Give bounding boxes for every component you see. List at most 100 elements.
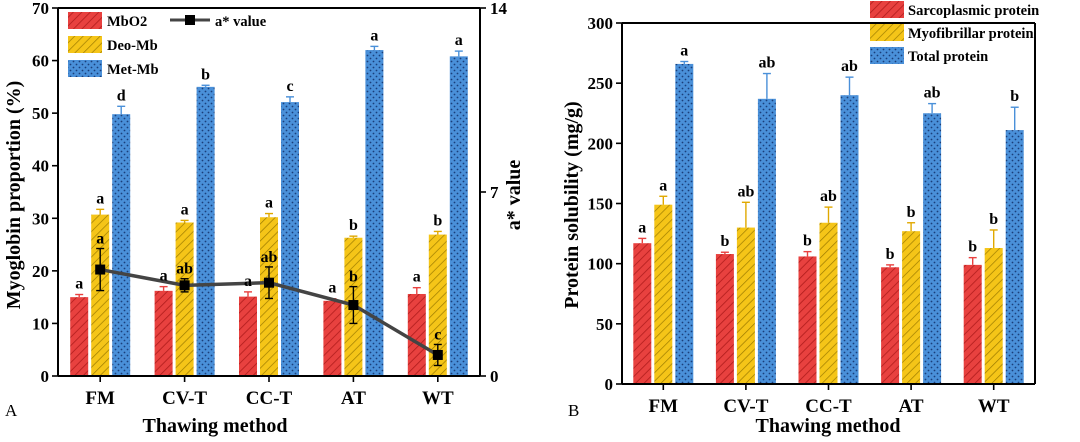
panel-b-legend: Sarcoplasmic protein Myofibrillar protei… (870, 1, 1039, 65)
b-sig-letter-1-3: b (907, 204, 916, 221)
a-sig-letter-2-1: b (201, 66, 210, 83)
b-sig-letter-2-1: ab (758, 55, 775, 72)
legend-label-mbo2: MbO2 (107, 14, 147, 30)
b-sig-letter-2-2: ab (841, 58, 858, 75)
astar-sig-letter-1: ab (176, 261, 193, 278)
a-y-tick-label: 0 (41, 367, 50, 386)
panel-a-bars (70, 45, 468, 377)
a-bar-1-0 (91, 214, 110, 376)
legend-label-astar: a* value (215, 14, 267, 30)
a-bar-0-2 (239, 296, 257, 376)
b-sig-letter-2-0: a (680, 43, 688, 60)
b-bar-0-4 (963, 264, 982, 384)
a-sig-letter-2-3: a (370, 27, 378, 44)
panel-b-axes: 0 50 100 150 200 250 300 FM CV-T CC-T AT WT (588, 14, 1036, 417)
b-sig-letter-1-4: b (989, 211, 998, 228)
a-sig-letter-0-4: a (413, 269, 421, 286)
a-y-tick-label: 50 (32, 104, 49, 123)
legend-swatch-total (870, 47, 904, 64)
a-bar-2-1 (196, 86, 215, 376)
a-bar-0-4 (407, 293, 426, 376)
panel-b-y-axis-title: Protein solubility (mg/g) (561, 101, 583, 308)
panel-a-y-right-axis-title: a* value (503, 160, 525, 231)
legend-swatch-myofibrillar (870, 24, 904, 41)
b-sig-letter-1-0: a (659, 177, 667, 194)
a-bar-1-1 (175, 222, 194, 376)
a-bar-1-4 (428, 234, 447, 376)
b-y-tick-label: 100 (588, 255, 614, 274)
legend-label-deo-mb: Deo-Mb (107, 38, 158, 54)
b-sig-letter-0-0: a (638, 219, 646, 236)
a-sig-letter-2-4: a (455, 32, 463, 49)
b-sig-letter-0-2: b (803, 233, 812, 250)
panel-b-x-axis-title: Thawing method (755, 415, 900, 437)
astar-sig-letter-3: b (349, 269, 358, 286)
panel-a-letter: A (5, 401, 18, 420)
b-bar-2-2 (840, 95, 859, 384)
astar-point-2 (264, 277, 274, 288)
a-bar-2-4 (449, 56, 468, 376)
a-bar-2-2 (281, 102, 299, 377)
astar-point-4 (432, 349, 443, 360)
legend-swatch-met-mb (68, 60, 102, 77)
b-bar-1-4 (984, 248, 1003, 384)
panel-a-axes: 0 10 20 30 40 50 60 70 FM CV-T CC-T AT WT 0 7 14 (32, 0, 508, 409)
b-sig-letter-2-3: ab (924, 85, 941, 102)
b-sig-letter-0-1: b (720, 233, 729, 250)
a-sig-letter-0-3: a (328, 280, 336, 297)
a-y-right-tick-label: 14 (490, 0, 508, 18)
b-y-tick-label: 150 (588, 195, 614, 214)
b-y-tick-label: 50 (596, 315, 613, 334)
a-y-tick-label: 30 (32, 209, 49, 228)
panel-a-legend: MbO2 Deo-Mb Met-Mb a* value (68, 12, 267, 78)
legend-swatch-sarcoplasmic (870, 1, 904, 18)
b-bar-1-3 (902, 231, 921, 384)
astar-sig-letter-2: ab (261, 249, 278, 266)
a-bar-2-3 (365, 50, 384, 377)
b-bar-0-3 (881, 267, 900, 384)
b-y-tick-label: 200 (588, 134, 614, 153)
b-bar-1-1 (736, 227, 755, 384)
b-bar-2-3 (923, 113, 942, 384)
a-x-tick-label: CC-T (246, 388, 293, 409)
a-y-tick-label: 60 (32, 52, 49, 71)
a-y-tick-label: 10 (32, 314, 49, 333)
b-bar-2-4 (1005, 130, 1024, 384)
a-bar-0-1 (154, 290, 173, 376)
legend-label-total: Total protein (908, 49, 988, 65)
b-x-tick-label: CC-T (805, 396, 852, 417)
a-bar-0-0 (70, 297, 89, 376)
b-bar-0-2 (798, 256, 817, 384)
a-y-tick-label: 20 (32, 262, 49, 281)
panel-a-y-axis-title: Myoglobin proportion (%) (3, 81, 25, 310)
a-sig-letter-1-4: b (433, 212, 442, 229)
a-x-tick-label: AT (341, 388, 366, 409)
b-y-tick-label: 300 (588, 14, 614, 33)
legend-swatch-mbo2 (68, 12, 102, 29)
b-bar-1-2 (819, 222, 838, 384)
b-x-tick-label: FM (649, 396, 679, 417)
b-x-tick-label: WT (978, 396, 1010, 417)
panel-b-letter: B (568, 401, 579, 420)
a-sig-letter-0-0: a (75, 276, 83, 293)
a-sig-letter-1-1: a (181, 201, 189, 218)
a-sig-letter-2-0: d (117, 87, 126, 104)
b-y-tick-label: 0 (605, 375, 614, 394)
astar-sig-letter-0: a (96, 231, 104, 248)
b-bar-2-0 (675, 63, 694, 385)
a-y-tick-label: 70 (32, 0, 49, 18)
b-x-tick-label: CV-T (723, 396, 768, 417)
a-sig-letter-1-2: a (265, 195, 273, 212)
astar-point-0 (95, 264, 106, 275)
a-sig-letter-1-0: a (96, 190, 104, 207)
astar-point-3 (348, 300, 359, 311)
legend-label-sarcoplasmic: Sarcoplasmic protein (908, 3, 1039, 19)
a-y-right-tick-label: 7 (490, 183, 499, 202)
b-sig-letter-0-4: b (968, 239, 977, 256)
a-sig-letter-0-1: a (160, 268, 168, 285)
